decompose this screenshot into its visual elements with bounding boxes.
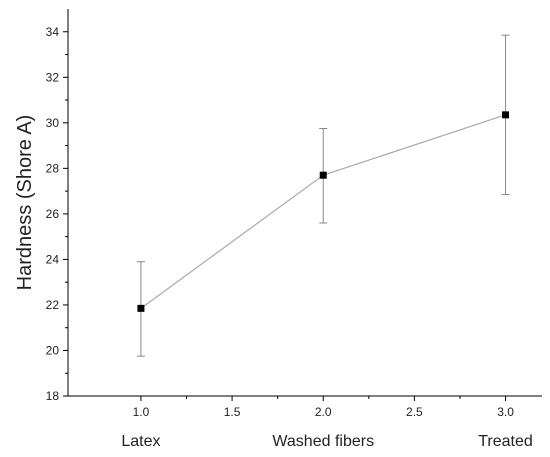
- x-tick-label: 3.0: [497, 405, 514, 419]
- y-tick-label: 26: [46, 207, 60, 221]
- category-label: Washed fibers: [272, 433, 374, 450]
- x-ticks: 1.0 1.5 2.0 2.5 3.0: [133, 396, 514, 419]
- y-tick-label: 32: [46, 70, 60, 84]
- series-layer: [136, 34, 510, 357]
- category-labels: Latex Washed fibers Treated: [121, 433, 532, 450]
- y-tick-label: 30: [46, 116, 60, 130]
- y-axis-title: Hardness (Shore A): [14, 115, 36, 291]
- y-ticks: 18 20 22 24 26 28 30 32 34: [46, 25, 68, 403]
- data-point: [137, 304, 145, 312]
- y-tick-label: 18: [46, 389, 60, 403]
- x-tick-label: 1.0: [133, 405, 150, 419]
- y-tick-label: 24: [46, 252, 60, 266]
- x-tick-label: 1.5: [224, 405, 241, 419]
- x-tick-label: 2.5: [406, 405, 423, 419]
- x-tick-label: 2.0: [315, 405, 332, 419]
- category-label: Treated: [478, 433, 533, 450]
- axes: [67, 9, 542, 397]
- y-tick-label: 34: [46, 25, 60, 39]
- data-point: [319, 171, 327, 179]
- y-tick-label: 28: [46, 161, 60, 175]
- y-tick-label: 20: [46, 343, 60, 357]
- data-point: [502, 111, 510, 119]
- category-label: Latex: [121, 433, 160, 450]
- y-tick-label: 22: [46, 298, 60, 312]
